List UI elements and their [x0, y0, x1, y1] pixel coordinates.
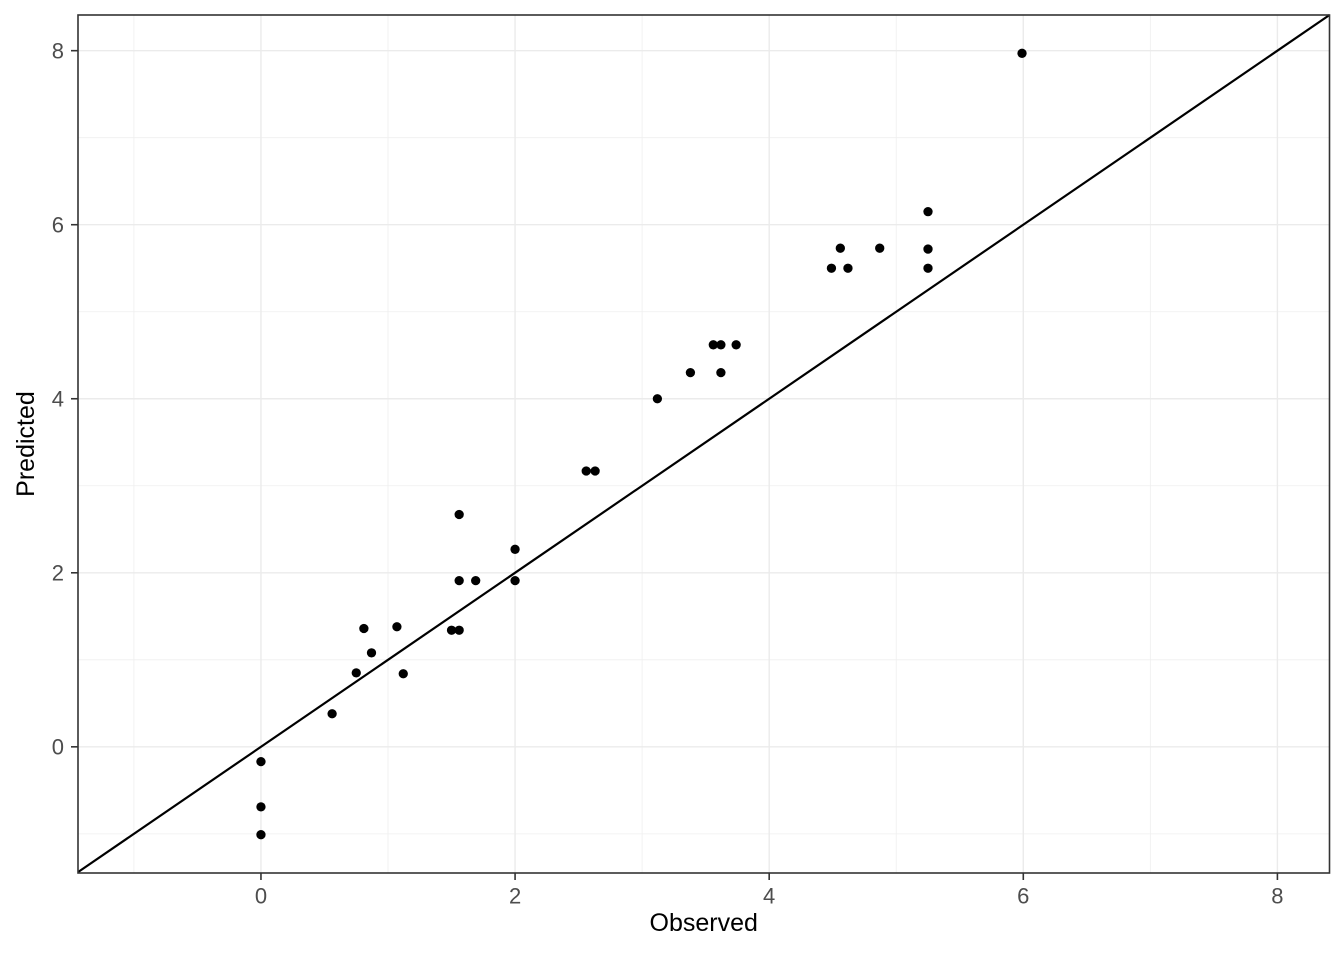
data-point	[454, 575, 464, 586]
y-tick-label: 0	[52, 735, 64, 760]
minor-gridlines	[78, 15, 1330, 873]
data-point	[716, 367, 726, 378]
x-axis-title: Observed	[650, 909, 758, 937]
data-point	[835, 243, 845, 253]
identity-reference-line	[77, 14, 1331, 874]
y-tick-label: 6	[52, 212, 64, 237]
data-point	[590, 466, 600, 476]
data-point	[875, 243, 885, 253]
data-point	[1017, 48, 1027, 58]
data-point	[471, 575, 481, 586]
data-point	[256, 802, 266, 812]
data-point	[731, 340, 741, 350]
y-tick-label: 4	[52, 386, 64, 411]
data-point	[398, 669, 408, 679]
data-point	[454, 509, 464, 520]
data-point	[510, 544, 520, 554]
scatter-points	[256, 48, 1027, 840]
data-point	[351, 668, 361, 678]
data-point	[446, 625, 457, 635]
x-tick-label: 8	[1271, 884, 1283, 909]
x-tick-label: 0	[255, 884, 267, 909]
data-point	[716, 340, 726, 350]
axis-tick-marks	[71, 49, 1279, 880]
panel-border	[77, 14, 1331, 874]
y-tick-label: 8	[52, 38, 64, 63]
x-tick-label: 2	[509, 884, 521, 909]
y-axis-title: Predicted	[12, 391, 40, 497]
data-point	[256, 756, 266, 767]
data-point	[327, 709, 337, 719]
data-point	[923, 244, 933, 254]
data-point	[359, 623, 369, 634]
major-gridlines	[78, 15, 1330, 873]
y-tick-label: 2	[52, 560, 64, 585]
data-point	[392, 622, 402, 632]
axis-tick-labels: 0 2 4 6 8 0 2 4 6 8	[52, 38, 1284, 908]
data-point	[685, 367, 696, 378]
data-point	[923, 263, 933, 273]
data-point	[652, 394, 663, 404]
data-point	[843, 263, 853, 273]
data-point	[510, 575, 520, 586]
x-tick-label: 4	[763, 884, 775, 909]
x-tick-label: 6	[1017, 884, 1029, 909]
data-point	[256, 830, 266, 840]
data-point	[581, 466, 591, 476]
data-point	[923, 207, 933, 217]
data-point	[366, 648, 377, 658]
data-point	[708, 340, 718, 350]
data-point	[826, 263, 837, 273]
data-point	[454, 625, 464, 635]
